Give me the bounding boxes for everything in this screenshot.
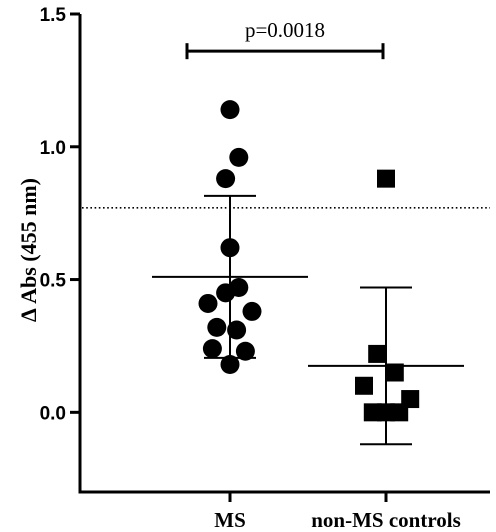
control-data-point xyxy=(368,344,387,363)
y-axis-label: Δ Abs (455 nm) xyxy=(16,178,41,322)
y-tick-labels: 0.0 0.5 1.0 1.5 xyxy=(40,5,67,424)
control-data-point xyxy=(355,376,373,395)
y-tick-label: 1.0 xyxy=(40,138,66,159)
control-data-point xyxy=(385,363,404,382)
ms-data-point xyxy=(220,100,240,120)
y-tick-label: 0.0 xyxy=(40,403,66,424)
ms-data-point xyxy=(220,238,240,258)
control-data-point xyxy=(390,403,409,422)
y-tick-label: 0.5 xyxy=(40,271,67,292)
ms-data-point xyxy=(229,147,249,167)
ms-data-point xyxy=(216,283,236,303)
x-category-label: non-MS controls xyxy=(311,508,461,532)
p-value-annotation: p=0.0018 xyxy=(245,18,325,42)
significance-bracket: p=0.0018 xyxy=(185,18,385,60)
ms-data-point xyxy=(207,317,227,337)
ms-data-point xyxy=(216,169,236,189)
ms-data-point xyxy=(220,355,240,375)
control-data-point xyxy=(377,169,395,188)
ms-data-point xyxy=(235,341,255,361)
ms-data-point xyxy=(227,320,247,340)
ms-data-point xyxy=(242,301,262,321)
y-tick-label: 1.5 xyxy=(40,5,67,26)
x-category-labels: MS non-MS controls xyxy=(214,508,461,532)
x-category-label: MS xyxy=(214,508,246,532)
ms-data-point xyxy=(198,293,218,313)
data-points xyxy=(198,100,420,422)
ms-data-point xyxy=(202,339,222,359)
axes xyxy=(70,12,490,502)
